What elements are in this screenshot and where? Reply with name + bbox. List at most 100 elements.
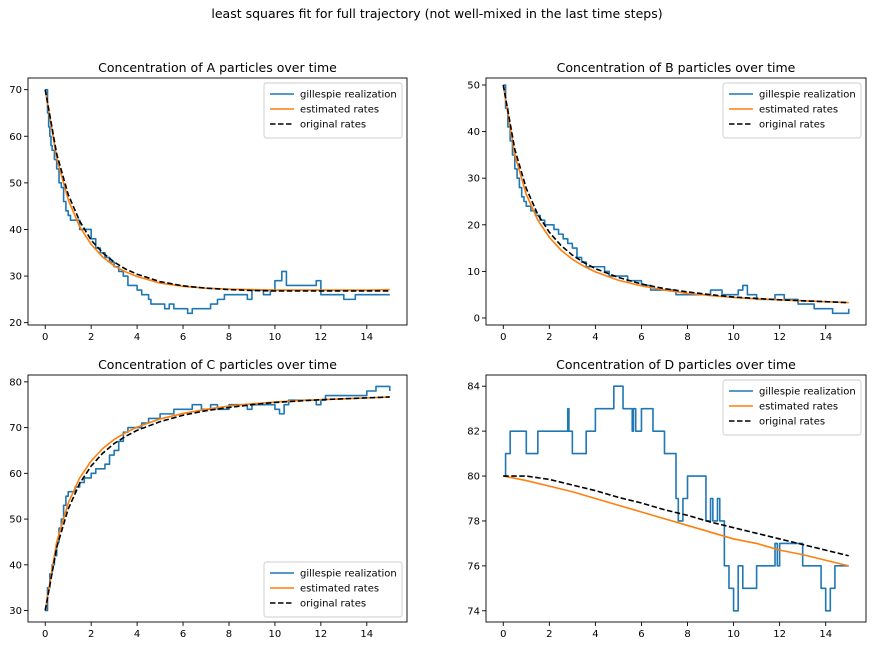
x-tick-label: 4 xyxy=(134,332,140,343)
x-tick-label: 12 xyxy=(773,332,786,343)
chart-data-group xyxy=(503,385,849,612)
chart-title: Concentration of B particles over time xyxy=(557,60,796,75)
legend-frame xyxy=(263,82,403,139)
series-line-estimated-rates xyxy=(502,84,849,304)
legend-label: gillespie realization xyxy=(300,569,397,580)
y-tick-label: 60 xyxy=(9,469,22,480)
y-tick-label: 50 xyxy=(467,80,480,91)
x-tick-label: 4 xyxy=(592,629,598,640)
x-tick-label: 8 xyxy=(684,629,690,640)
chart-legend: gillespie realization estimated rates orig… xyxy=(263,82,403,139)
legend-label: gillespie realization xyxy=(759,387,856,398)
y-tick-label: 30 xyxy=(9,606,22,617)
y-tick-label: 70 xyxy=(9,85,22,96)
x-tick-label: 2 xyxy=(546,332,552,343)
chart-panel-1: Concentration of A particles over time 0 2… xyxy=(9,60,408,343)
legend-label: estimated rates xyxy=(759,105,838,116)
x-tick-label: 14 xyxy=(360,629,373,640)
x-tick-label: 8 xyxy=(226,629,232,640)
chart-title: Concentration of D particles over time xyxy=(556,357,796,372)
x-tick-label: 0 xyxy=(42,332,48,343)
series-line-gillespie-realization xyxy=(503,84,850,315)
y-tick-label: 10 xyxy=(467,267,480,278)
x-tick-label: 14 xyxy=(819,332,832,343)
chart-frame xyxy=(27,374,408,623)
x-tick-label: 4 xyxy=(134,629,140,640)
x-tick-label: 14 xyxy=(360,332,373,343)
series-line-original-rates xyxy=(502,84,849,304)
y-tick-label: 40 xyxy=(9,560,22,571)
x-tick-label: 12 xyxy=(314,629,327,640)
y-tick-label: 78 xyxy=(467,516,480,527)
chart-title: Concentration of A particles over time xyxy=(98,60,337,75)
x-tick-label: 12 xyxy=(314,332,327,343)
y-tick-label: 80 xyxy=(9,377,22,388)
y-tick-label: 30 xyxy=(467,174,480,185)
x-tick-label: 6 xyxy=(638,629,644,640)
legend-label: estimated rates xyxy=(300,584,379,595)
series-line-original-rates xyxy=(44,89,390,292)
legend-frame xyxy=(722,82,862,139)
y-tick-label: 84 xyxy=(467,382,480,393)
y-tick-label: 0 xyxy=(474,314,480,325)
y-tick-label: 20 xyxy=(467,220,480,231)
legend-label: original rates xyxy=(300,120,366,131)
y-tick-label: 74 xyxy=(467,606,480,617)
x-tick-label: 12 xyxy=(773,629,786,640)
x-tick-label: 10 xyxy=(727,629,740,640)
x-tick-label: 14 xyxy=(819,629,832,640)
chart-data-group xyxy=(44,385,391,612)
legend-label: original rates xyxy=(300,599,366,610)
x-tick-label: 6 xyxy=(180,332,186,343)
series-line-original-rates xyxy=(44,396,390,611)
chart-title: Concentration of C particles over time xyxy=(98,357,337,372)
x-tick-label: 8 xyxy=(684,332,690,343)
x-tick-label: 10 xyxy=(727,332,740,343)
chart-panel-3: Concentration of C particles over time 0 2… xyxy=(9,357,408,640)
chart-frame xyxy=(485,374,867,623)
y-tick-label: 40 xyxy=(467,127,480,138)
legend-label: estimated rates xyxy=(759,402,838,413)
series-line-original-rates xyxy=(503,475,849,557)
x-tick-label: 0 xyxy=(500,332,506,343)
series-line-estimated-rates xyxy=(503,475,849,567)
chart-legend: gillespie realization estimated rates orig… xyxy=(722,82,862,139)
x-tick-label: 2 xyxy=(88,332,94,343)
y-tick-label: 20 xyxy=(9,318,22,329)
x-tick-label: 0 xyxy=(42,629,48,640)
y-tick-label: 60 xyxy=(9,132,22,143)
legend-frame xyxy=(263,561,403,618)
figure-suptitle: least squares fit for full trajectory (n… xyxy=(211,6,663,21)
chart-panel-2: Concentration of B particles over time 0 2… xyxy=(467,60,867,343)
x-tick-label: 6 xyxy=(180,629,186,640)
chart-frame xyxy=(485,77,867,326)
y-tick-label: 30 xyxy=(9,272,22,283)
x-tick-label: 10 xyxy=(269,629,282,640)
legend-frame xyxy=(722,379,862,436)
x-tick-label: 8 xyxy=(226,332,232,343)
legend-label: original rates xyxy=(759,417,825,428)
x-tick-label: 2 xyxy=(88,629,94,640)
x-tick-label: 4 xyxy=(592,332,598,343)
chart-frame xyxy=(27,77,408,326)
legend-label: gillespie realization xyxy=(300,90,397,101)
y-tick-label: 82 xyxy=(467,427,480,438)
y-tick-label: 70 xyxy=(9,423,22,434)
chart-data-group xyxy=(502,84,850,315)
x-tick-label: 10 xyxy=(269,332,282,343)
legend-label: original rates xyxy=(759,120,825,131)
x-tick-label: 0 xyxy=(500,629,506,640)
x-tick-label: 2 xyxy=(546,629,552,640)
series-line-estimated-rates xyxy=(44,89,390,291)
y-tick-label: 50 xyxy=(9,178,22,189)
y-tick-label: 40 xyxy=(9,225,22,236)
legend-label: estimated rates xyxy=(300,105,379,116)
chart-data-group xyxy=(44,88,390,315)
chart-panel-4: Concentration of D particles over time 0 2… xyxy=(467,357,867,640)
legend-label: gillespie realization xyxy=(759,90,856,101)
chart-legend: gillespie realization estimated rates orig… xyxy=(263,561,403,618)
x-tick-label: 6 xyxy=(638,332,644,343)
chart-legend: gillespie realization estimated rates orig… xyxy=(722,379,862,436)
